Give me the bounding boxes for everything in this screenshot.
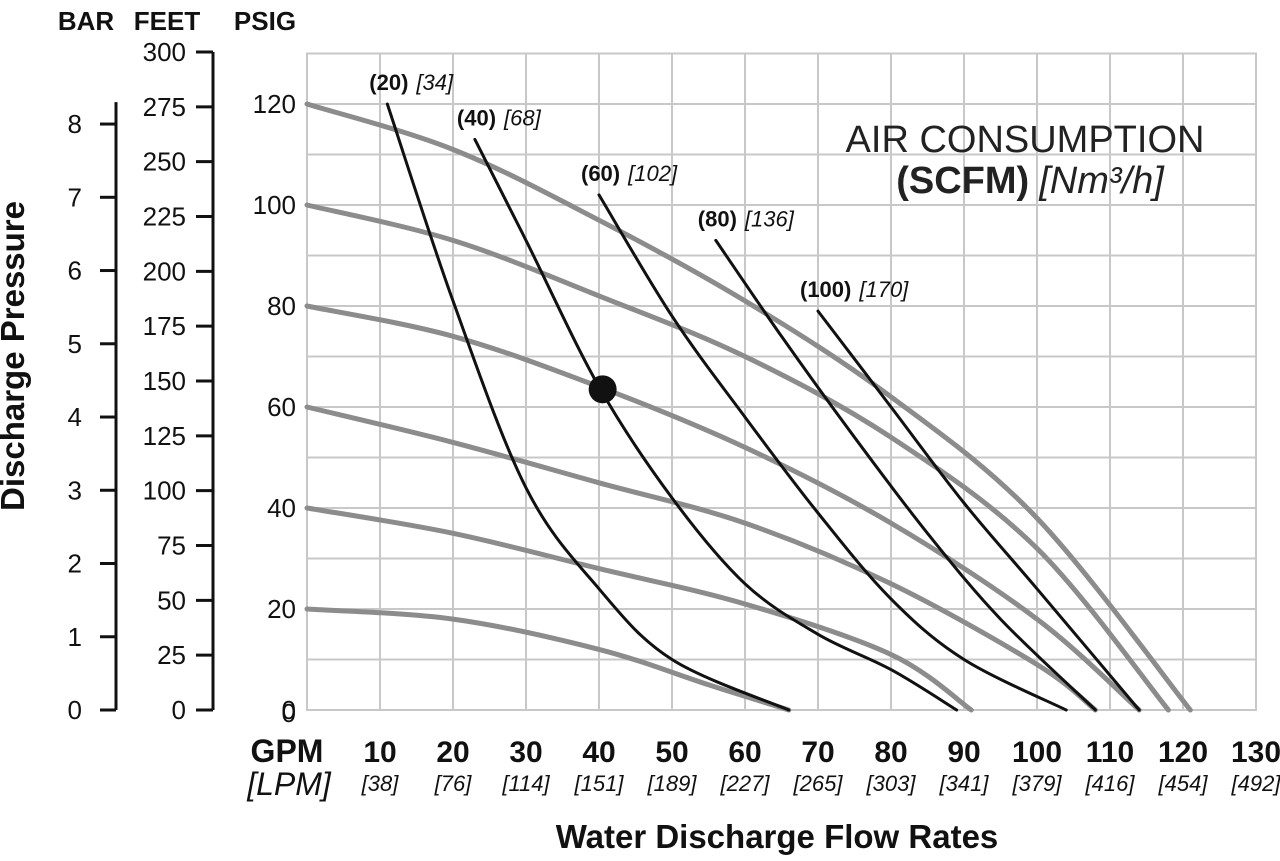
x-tick-label-lpm: [303]: [866, 771, 917, 796]
pressure-curve: [304, 202, 1171, 713]
y-axes: 020406080100120PSIG025507510012515017520…: [58, 6, 296, 725]
feet-tick-label: 175: [143, 311, 186, 341]
x-tick-label-gpm: 60: [728, 736, 761, 769]
air-consumption-curve: [714, 238, 1097, 712]
air-curve-label: (60) [102]: [581, 161, 678, 186]
air-consumption-curve: [385, 102, 791, 712]
feet-tick-label: 200: [143, 256, 186, 286]
bar-tick-label: 0: [68, 695, 82, 725]
air-curve-label-nm3h: [136]: [744, 206, 795, 231]
y-axis-title: Discharge Pressure: [0, 201, 31, 511]
air-curve-label: (40) [68]: [457, 105, 542, 130]
feet-tick-label: 250: [143, 147, 186, 177]
air-curve-label-scfm: (60): [581, 161, 620, 186]
x-tick-label-gpm: 100: [1012, 736, 1062, 769]
x-tick-label-lpm: [114]: [501, 771, 550, 796]
air-curve-label-scfm: (100): [800, 277, 851, 302]
pressure-curve: [304, 303, 1142, 713]
feet-tick-label: 25: [157, 640, 186, 670]
bar-tick-label: 7: [68, 182, 82, 212]
x-tick-label-lpm: [76]: [434, 771, 473, 796]
bar-axis-header: BAR: [58, 6, 115, 36]
air-curve-label-nm3h: [102]: [627, 161, 678, 186]
air-curve-label-nm3h: [34]: [415, 70, 454, 95]
x-unit-lpm: [LPM]: [246, 766, 332, 802]
psig-tick-label: 60: [267, 392, 296, 422]
air-consumption-curve: [597, 193, 1068, 712]
x-origin-label: 0: [282, 698, 296, 728]
psig-tick-label: 20: [267, 594, 296, 624]
psig-tick-label: 0: [282, 695, 296, 725]
feet-tick-label: 75: [157, 531, 186, 561]
x-tick-label-gpm: 30: [509, 736, 542, 769]
feet-tick-label: 100: [143, 476, 186, 506]
pressure-curve: [304, 404, 1098, 713]
feet-tick-label: 225: [143, 202, 186, 232]
air-consumption-curve: [816, 309, 1141, 712]
bar-tick-label: 5: [68, 329, 82, 359]
feet-tick-label: 150: [143, 366, 186, 396]
feet-tick-label: 275: [143, 92, 186, 122]
feet-axis-header: FEET: [134, 6, 201, 36]
bar-tick-label: 1: [68, 622, 82, 652]
x-axis-title: Water Discharge Flow Rates: [556, 818, 999, 855]
legend-title-line1: AIR CONSUMPTION: [846, 119, 1205, 161]
x-tick-label-lpm: [416]: [1085, 771, 1136, 796]
feet-tick-label: 125: [143, 421, 186, 451]
x-tick-label-lpm: [341]: [939, 771, 990, 796]
x-tick-label-lpm: [151]: [574, 771, 625, 796]
psig-tick-label: 80: [267, 291, 296, 321]
air-curve-label: (100) [170]: [800, 277, 909, 302]
x-tick-label-gpm: 10: [363, 736, 396, 769]
air-consumption-curve: [473, 137, 959, 712]
pressure-curve: [304, 505, 974, 713]
air-curve-label-scfm: (40): [457, 105, 496, 130]
pressure-curve: [304, 101, 1193, 713]
x-tick-label-gpm: 90: [947, 736, 980, 769]
bar-tick-label: 2: [68, 549, 82, 579]
pressure-curve: [304, 606, 792, 713]
air-curve-label-nm3h: [170]: [858, 277, 909, 302]
x-tick-label-lpm: [265]: [793, 771, 844, 796]
feet-tick-label: 0: [172, 695, 186, 725]
psig-tick-label: 40: [267, 493, 296, 523]
x-tick-label-gpm: 110: [1086, 736, 1134, 769]
x-tick-label-lpm: [379]: [1012, 771, 1063, 796]
bar-tick-label: 3: [68, 475, 82, 505]
legend-title-line2: (SCFM) [Nm³/h]: [896, 160, 1165, 202]
x-axis-ticks: 10[38] 20[76] 30[114] 40[151] 50[189] 60[227]…: [282, 698, 1280, 796]
psig-axis-header: PSIG: [234, 6, 296, 36]
pressure-curves: [304, 101, 1193, 713]
air-curve-label-nm3h: [68]: [503, 105, 542, 130]
x-tick-label-gpm: 130: [1231, 736, 1280, 769]
air-curve-label: (20) [34]: [369, 70, 454, 95]
bar-tick-label: 8: [68, 109, 82, 139]
air-curve-label-scfm: (80): [698, 206, 737, 231]
feet-tick-label: 300: [143, 37, 186, 67]
x-tick-label-gpm: 40: [582, 736, 615, 769]
air-curve-label-scfm: (20): [369, 70, 408, 95]
x-tick-label-gpm: 120: [1158, 736, 1208, 769]
feet-tick-label: 50: [157, 585, 186, 615]
x-tick-label-gpm: 70: [801, 736, 834, 769]
x-tick-label-lpm: [492]: [1231, 771, 1280, 796]
x-tick-label-lpm: [454]: [1158, 771, 1209, 796]
psig-tick-label: 100: [253, 190, 296, 220]
x-tick-label-gpm: 80: [874, 736, 907, 769]
air-curve-label: (80) [136]: [698, 206, 795, 231]
x-tick-label-gpm: 50: [655, 736, 688, 769]
x-tick-label-lpm: [189]: [647, 771, 698, 796]
bar-tick-label: 4: [68, 402, 82, 432]
x-tick-label-lpm: [38]: [361, 771, 400, 796]
x-unit-gpm: GPM: [251, 733, 324, 769]
bar-tick-label: 6: [68, 256, 82, 286]
chart-grid: [306, 52, 1257, 711]
x-tick-label-lpm: [227]: [720, 771, 771, 796]
x-tick-label-gpm: 20: [436, 736, 469, 769]
psig-tick-label: 120: [253, 89, 296, 119]
operating-point-marker: [588, 375, 617, 404]
air-consumption-curves: (20) [34](40) [68] (60) [102] (80) [136] (100) […: [369, 70, 1141, 712]
